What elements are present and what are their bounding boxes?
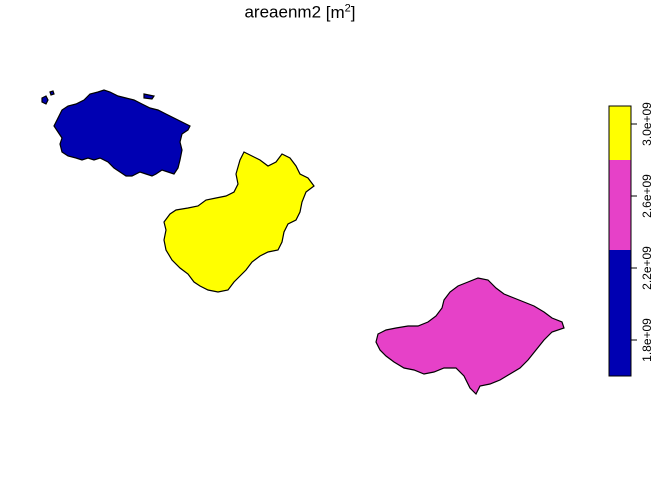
region-yellow-shape	[163, 151, 315, 293]
title-main: areaenm2	[244, 2, 322, 22]
legend-frame	[608, 105, 632, 377]
legend-ticks: 1.8e+09 2.2e+09 2.6e+09 3.0e+09	[631, 102, 654, 362]
legend-class-2	[609, 106, 631, 160]
region-magenta[interactable]	[375, 277, 565, 396]
legend-class-0	[609, 250, 631, 376]
legend-class-1	[609, 160, 631, 250]
region-blue-islet	[41, 95, 49, 105]
legend-tick-label-3: 3.0e+09	[640, 102, 654, 146]
region-magenta-shape	[375, 277, 565, 396]
title-unit-exp: 2	[344, 2, 351, 14]
region-blue-shape	[53, 89, 191, 177]
region-blue[interactable]	[41, 89, 191, 177]
legend: 1.8e+09 2.2e+09 2.6e+09 3.0e+09	[608, 102, 654, 377]
region-blue-islet-3	[143, 93, 155, 100]
legend-classes	[609, 106, 631, 376]
region-blue-islet-2	[49, 90, 55, 96]
title-unit-base: m	[330, 2, 345, 22]
legend-tick-label-2: 2.6e+09	[640, 174, 654, 218]
legend-tick-label-0: 1.8e+09	[640, 318, 654, 362]
title-unit: [m2]	[325, 2, 356, 22]
map-title: areaenm2 [m2]	[0, 2, 600, 23]
region-yellow[interactable]	[163, 151, 315, 293]
legend-tick-label-1: 2.2e+09	[640, 246, 654, 290]
